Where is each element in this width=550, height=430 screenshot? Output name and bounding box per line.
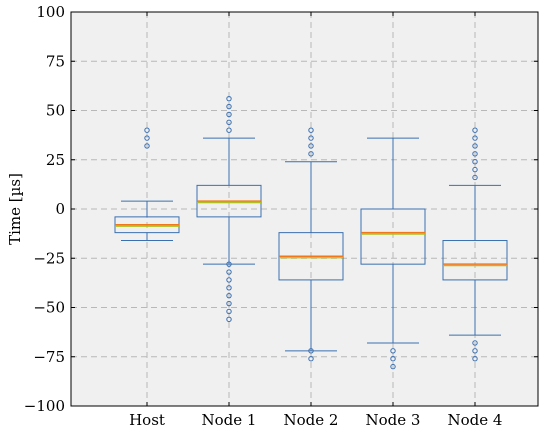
outlier-point xyxy=(226,127,232,133)
outlier-point xyxy=(144,127,150,133)
y-tick-label: 0 xyxy=(55,200,65,218)
x-tick-label: Host xyxy=(129,411,165,429)
outlier-point xyxy=(226,308,232,315)
box-iqr xyxy=(442,240,508,281)
outlier-point xyxy=(472,166,478,173)
y-tick-label: 25 xyxy=(46,151,65,169)
outlier-point xyxy=(144,143,150,149)
outlier-point xyxy=(390,363,396,370)
y-tick-label: −25 xyxy=(33,249,65,267)
outlier-point xyxy=(308,356,314,362)
outlier-point xyxy=(390,348,396,354)
outlier-point xyxy=(472,135,478,141)
outlier-point xyxy=(308,127,314,133)
outlier-point xyxy=(226,277,232,283)
box-group xyxy=(278,127,344,362)
outlier-point xyxy=(308,135,314,141)
outlier-point xyxy=(226,119,232,126)
y-axis: 100 75 50 25 0 −25 −50 −75 −100 xyxy=(24,3,538,415)
x-tick-label: Node 3 xyxy=(366,411,421,429)
y-tick-label: 50 xyxy=(46,102,65,120)
outlier-point xyxy=(226,261,232,267)
y-axis-title: Time [µs] xyxy=(6,173,24,245)
box-iqr xyxy=(360,208,426,265)
y-tick-label: −100 xyxy=(24,397,65,415)
y-tick-label: −75 xyxy=(33,348,65,366)
outlier-point xyxy=(144,135,150,141)
outlier-point xyxy=(226,300,232,307)
outlier-point xyxy=(226,316,232,323)
outlier-point xyxy=(472,143,478,149)
outlier-point xyxy=(226,111,232,118)
box-group xyxy=(114,127,180,242)
x-axis: Host Node 1 Node 2 Node 3 Node 4 xyxy=(129,12,502,429)
outlier-point xyxy=(472,159,478,165)
outlier-point xyxy=(472,174,478,181)
box-group xyxy=(196,95,262,323)
outlier-point xyxy=(472,127,478,133)
box-group xyxy=(442,127,508,362)
outlier-point xyxy=(226,292,232,299)
outlier-point xyxy=(226,103,232,110)
outlier-point xyxy=(226,269,232,275)
outlier-point xyxy=(472,151,478,157)
y-tick-label: 75 xyxy=(46,52,65,70)
outlier-point xyxy=(308,143,314,149)
x-tick-label: Node 1 xyxy=(202,411,257,429)
x-tick-label: Node 2 xyxy=(284,411,339,429)
x-tick-label: Node 4 xyxy=(448,411,503,429)
outlier-point xyxy=(472,340,478,346)
box-group xyxy=(360,137,426,370)
outlier-point xyxy=(308,348,314,354)
outlier-point xyxy=(390,356,396,362)
y-tick-label: −50 xyxy=(33,299,65,317)
outlier-point xyxy=(226,285,232,291)
outlier-point xyxy=(226,95,232,102)
boxes xyxy=(114,95,508,370)
y-tick-label: 100 xyxy=(36,3,65,21)
outlier-point xyxy=(308,151,314,157)
outlier-point xyxy=(472,348,478,354)
outlier-point xyxy=(472,356,478,362)
